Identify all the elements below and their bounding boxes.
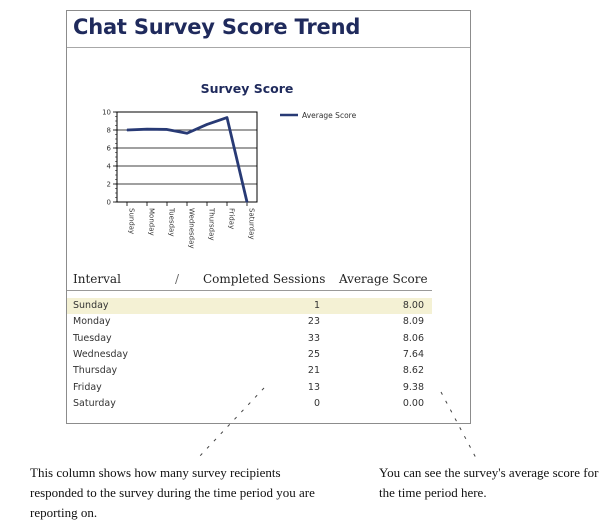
callout-line-left xyxy=(197,387,265,459)
legend-label: Average Score xyxy=(302,111,357,120)
plot-frame xyxy=(116,111,258,203)
col-header-average-score[interactable]: Average Score xyxy=(339,272,428,286)
x-tick-label: Sunday xyxy=(128,208,136,234)
data-point xyxy=(206,123,208,126)
col-header-interval[interactable]: Interval xyxy=(73,272,121,286)
cell-interval: Friday xyxy=(73,381,102,393)
chart-series xyxy=(126,116,249,203)
cell-interval: Wednesday xyxy=(73,348,129,360)
cell-average-score: 8.09 xyxy=(402,316,424,328)
cell-average-score: 8.00 xyxy=(402,300,424,311)
report-title: Chat Survey Score Trend xyxy=(73,15,361,39)
table-row[interactable]: Thursday 21 8.62 xyxy=(67,363,432,379)
cell-average-score: 7.64 xyxy=(402,348,424,360)
cell-average-score: 8.62 xyxy=(402,365,424,377)
cell-completed-sessions: 33 xyxy=(307,332,320,344)
cell-interval: Saturday xyxy=(73,397,116,409)
chart-legend: Average Score xyxy=(280,111,357,120)
annotation-completed-sessions: This column shows how many survey recipi… xyxy=(30,465,315,520)
cell-completed-sessions: 0 xyxy=(313,397,320,409)
table-row[interactable]: Monday 23 8.09 xyxy=(67,314,432,330)
cell-average-score: 0.00 xyxy=(402,397,424,409)
x-tick-label: Tuesday xyxy=(168,207,176,236)
y-tick-label: 8 xyxy=(107,127,111,135)
cell-interval: Monday xyxy=(73,316,111,328)
cell-completed-sessions: 13 xyxy=(307,381,320,393)
chart-title: Survey Score xyxy=(201,81,294,96)
x-tick-label: Wednesday xyxy=(188,208,196,249)
table-row[interactable]: Friday 13 9.38 xyxy=(67,380,432,396)
sort-indicator: / xyxy=(175,272,180,286)
header-divider xyxy=(67,290,432,291)
data-point xyxy=(146,128,148,130)
cell-completed-sessions: 21 xyxy=(307,365,320,377)
cell-completed-sessions: 1 xyxy=(313,300,320,311)
x-tick-label: Thursday xyxy=(208,207,216,241)
x-tick-label: Saturday xyxy=(248,208,256,240)
data-point xyxy=(246,201,248,203)
cell-interval: Thursday xyxy=(73,365,118,377)
y-tick-label: 4 xyxy=(107,163,112,171)
cell-average-score: 8.06 xyxy=(402,332,424,344)
table-row[interactable]: Sunday 1 8.00 xyxy=(67,298,432,314)
callout-line-right xyxy=(440,391,477,459)
table-row[interactable]: Tuesday 33 8.06 xyxy=(67,331,432,347)
data-point xyxy=(166,128,168,131)
survey-score-chart: Survey Score 0 2 4 6 8 10 Sunday Monday Tuesday… xyxy=(102,81,357,249)
data-point xyxy=(226,116,228,119)
col-header-completed-sessions[interactable]: Completed Sessions xyxy=(203,272,326,286)
cell-interval: Sunday xyxy=(73,300,109,311)
y-tick-label: 6 xyxy=(107,145,112,153)
cell-completed-sessions: 23 xyxy=(307,316,320,328)
y-axis-ticks: 0 2 4 6 8 10 xyxy=(102,109,117,207)
y-tick-label: 0 xyxy=(107,199,111,207)
table-row[interactable]: Wednesday 25 7.64 xyxy=(67,347,432,363)
cell-interval: Tuesday xyxy=(73,332,112,344)
data-point xyxy=(126,129,128,131)
annotation-average-score: You can see the survey's average score f… xyxy=(379,465,599,500)
x-tick-label: Monday xyxy=(148,208,156,236)
cell-completed-sessions: 25 xyxy=(307,348,320,360)
table-row[interactable]: Saturday 0 0.00 xyxy=(67,396,432,412)
report-panel: Chat Survey Score Trend Survey Score 0 2 4… xyxy=(66,10,471,424)
cell-average-score: 9.38 xyxy=(402,381,424,393)
y-tick-label: 10 xyxy=(102,109,111,117)
title-divider xyxy=(67,47,470,48)
x-tick-label: Friday xyxy=(228,208,236,229)
x-axis-labels: Sunday Monday Tuesday Wednesday Thursday Frid… xyxy=(126,202,256,249)
y-tick-label: 2 xyxy=(107,181,111,189)
data-point xyxy=(186,132,188,135)
